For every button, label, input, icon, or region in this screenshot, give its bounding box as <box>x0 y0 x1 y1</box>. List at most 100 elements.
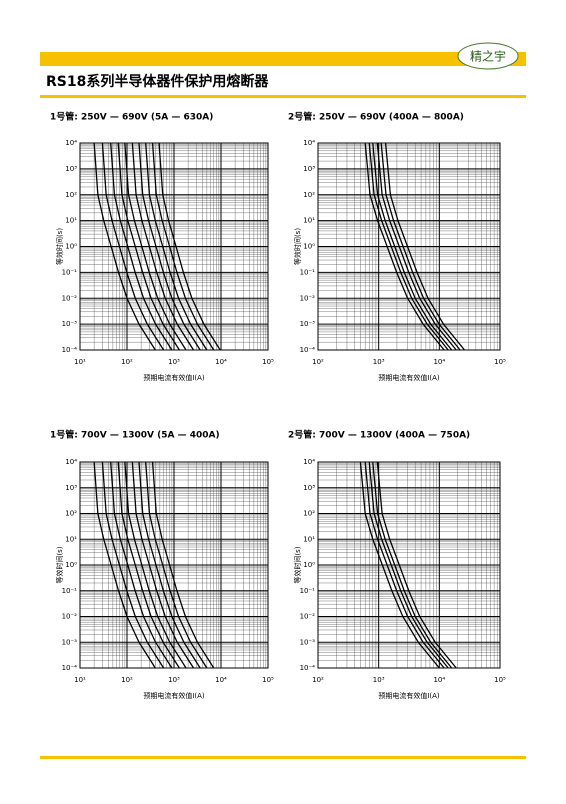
y-tick-label: 10¹ <box>303 535 315 543</box>
curve <box>380 142 461 351</box>
header-bar <box>40 52 526 66</box>
y-tick-label: 10⁰ <box>65 243 77 251</box>
logo: 精之宇 <box>470 50 506 64</box>
y-tick-label: 10⁻³ <box>300 320 316 328</box>
plot-frame <box>317 461 501 669</box>
y-tick-label: 10⁻² <box>62 294 78 302</box>
y-axis-label: 等效时间(s) <box>55 228 64 265</box>
x-tick-label: 10² <box>312 358 324 366</box>
y-axis-label: 等效时间(s) <box>55 546 64 583</box>
x-axis-label: 预期电流有效值I(A) <box>143 373 205 382</box>
y-tick-label: 10⁰ <box>65 561 77 569</box>
footer-rule <box>40 756 526 759</box>
curve <box>131 461 195 669</box>
y-tick-label: 10⁻⁴ <box>300 664 316 672</box>
x-tick-label: 10⁴ <box>433 358 445 366</box>
x-axis-label: 预期电流有效值I(A) <box>378 373 440 382</box>
y-tick-label: 10² <box>303 510 315 518</box>
curve <box>117 461 180 669</box>
x-tick-label: 10¹ <box>74 676 86 684</box>
y-tick-label: 10⁴ <box>303 139 315 147</box>
x-axis-label: 预期电流有效值I(A) <box>378 691 440 700</box>
curve <box>364 461 445 669</box>
y-tick-label: 10² <box>65 510 77 518</box>
curve <box>158 142 221 351</box>
x-tick-label: 10³ <box>168 676 180 684</box>
curve <box>138 461 201 669</box>
curve <box>368 142 449 351</box>
curve <box>384 142 466 351</box>
y-tick-label: 10⁴ <box>65 139 77 147</box>
y-tick-label: 10² <box>65 191 77 199</box>
curve <box>93 142 156 351</box>
curve <box>93 461 156 669</box>
y-tick-label: 10⁻¹ <box>62 587 78 595</box>
y-tick-label: 10¹ <box>65 217 77 225</box>
y-tick-label: 10⁻³ <box>62 320 78 328</box>
curve <box>110 461 173 669</box>
page-title: RS18系列半导体器件保护用熔断器 <box>46 73 269 90</box>
x-tick-label: 10⁵ <box>262 676 274 684</box>
x-tick-label: 10¹ <box>74 358 86 366</box>
y-axis-label: 等效时间(s) <box>293 546 302 583</box>
x-tick-label: 10⁵ <box>262 358 274 366</box>
y-tick-label: 10² <box>303 191 315 199</box>
y-tick-label: 10⁰ <box>303 561 315 569</box>
curve <box>124 461 187 669</box>
x-tick-label: 10⁴ <box>215 676 227 684</box>
x-tick-label: 10⁵ <box>494 676 506 684</box>
title-rule <box>40 95 526 98</box>
chart-title: 2号管: 700V — 1300V (400A — 750A) <box>288 429 470 441</box>
y-tick-label: 10⁰ <box>303 243 315 251</box>
x-tick-label: 10⁴ <box>215 358 227 366</box>
y-axis-label: 等效时间(s) <box>293 228 302 265</box>
curve <box>372 461 453 669</box>
y-tick-label: 10⁻¹ <box>62 268 78 276</box>
y-tick-label: 10⁻² <box>62 613 78 621</box>
x-tick-label: 10³ <box>373 358 385 366</box>
x-tick-label: 10² <box>121 676 133 684</box>
curve <box>151 461 215 669</box>
x-tick-label: 10³ <box>373 676 385 684</box>
y-tick-label: 10⁻¹ <box>300 587 316 595</box>
y-tick-label: 10⁻⁴ <box>62 346 78 354</box>
plot-frame <box>79 142 269 351</box>
y-tick-label: 10⁻² <box>300 294 316 302</box>
x-tick-label: 10⁵ <box>494 358 506 366</box>
y-tick-label: 10⁻² <box>300 613 316 621</box>
y-tick-label: 10⁻⁴ <box>300 346 316 354</box>
curve <box>368 461 449 669</box>
plot-frame <box>79 461 269 669</box>
y-tick-label: 10¹ <box>65 535 77 543</box>
curve <box>145 142 208 351</box>
curve <box>372 142 453 351</box>
y-tick-label: 10³ <box>65 484 77 492</box>
y-tick-label: 10⁻⁴ <box>62 664 78 672</box>
curve <box>364 142 445 351</box>
curve <box>117 142 180 351</box>
y-tick-label: 10¹ <box>303 217 315 225</box>
curve <box>101 461 165 669</box>
y-tick-label: 10⁴ <box>65 458 77 466</box>
curve <box>124 142 187 351</box>
y-tick-label: 10⁻³ <box>62 638 78 646</box>
logo-badge <box>457 42 519 70</box>
y-tick-label: 10⁻¹ <box>300 268 316 276</box>
x-tick-label: 10² <box>121 358 133 366</box>
y-tick-label: 10³ <box>65 165 77 173</box>
chart-title: 1号管: 700V — 1300V (5A — 400A) <box>50 429 220 441</box>
curve <box>376 461 457 669</box>
curve <box>145 461 208 669</box>
y-tick-label: 10³ <box>303 484 315 492</box>
x-tick-label: 10³ <box>168 358 180 366</box>
curve <box>131 142 195 351</box>
y-tick-label: 10⁴ <box>303 458 315 466</box>
y-tick-label: 10³ <box>303 165 315 173</box>
curve <box>376 142 457 351</box>
plot-frame <box>317 142 501 351</box>
curve <box>110 142 173 351</box>
curve <box>359 461 440 669</box>
x-tick-label: 10⁴ <box>433 676 445 684</box>
y-tick-label: 10⁻³ <box>300 638 316 646</box>
